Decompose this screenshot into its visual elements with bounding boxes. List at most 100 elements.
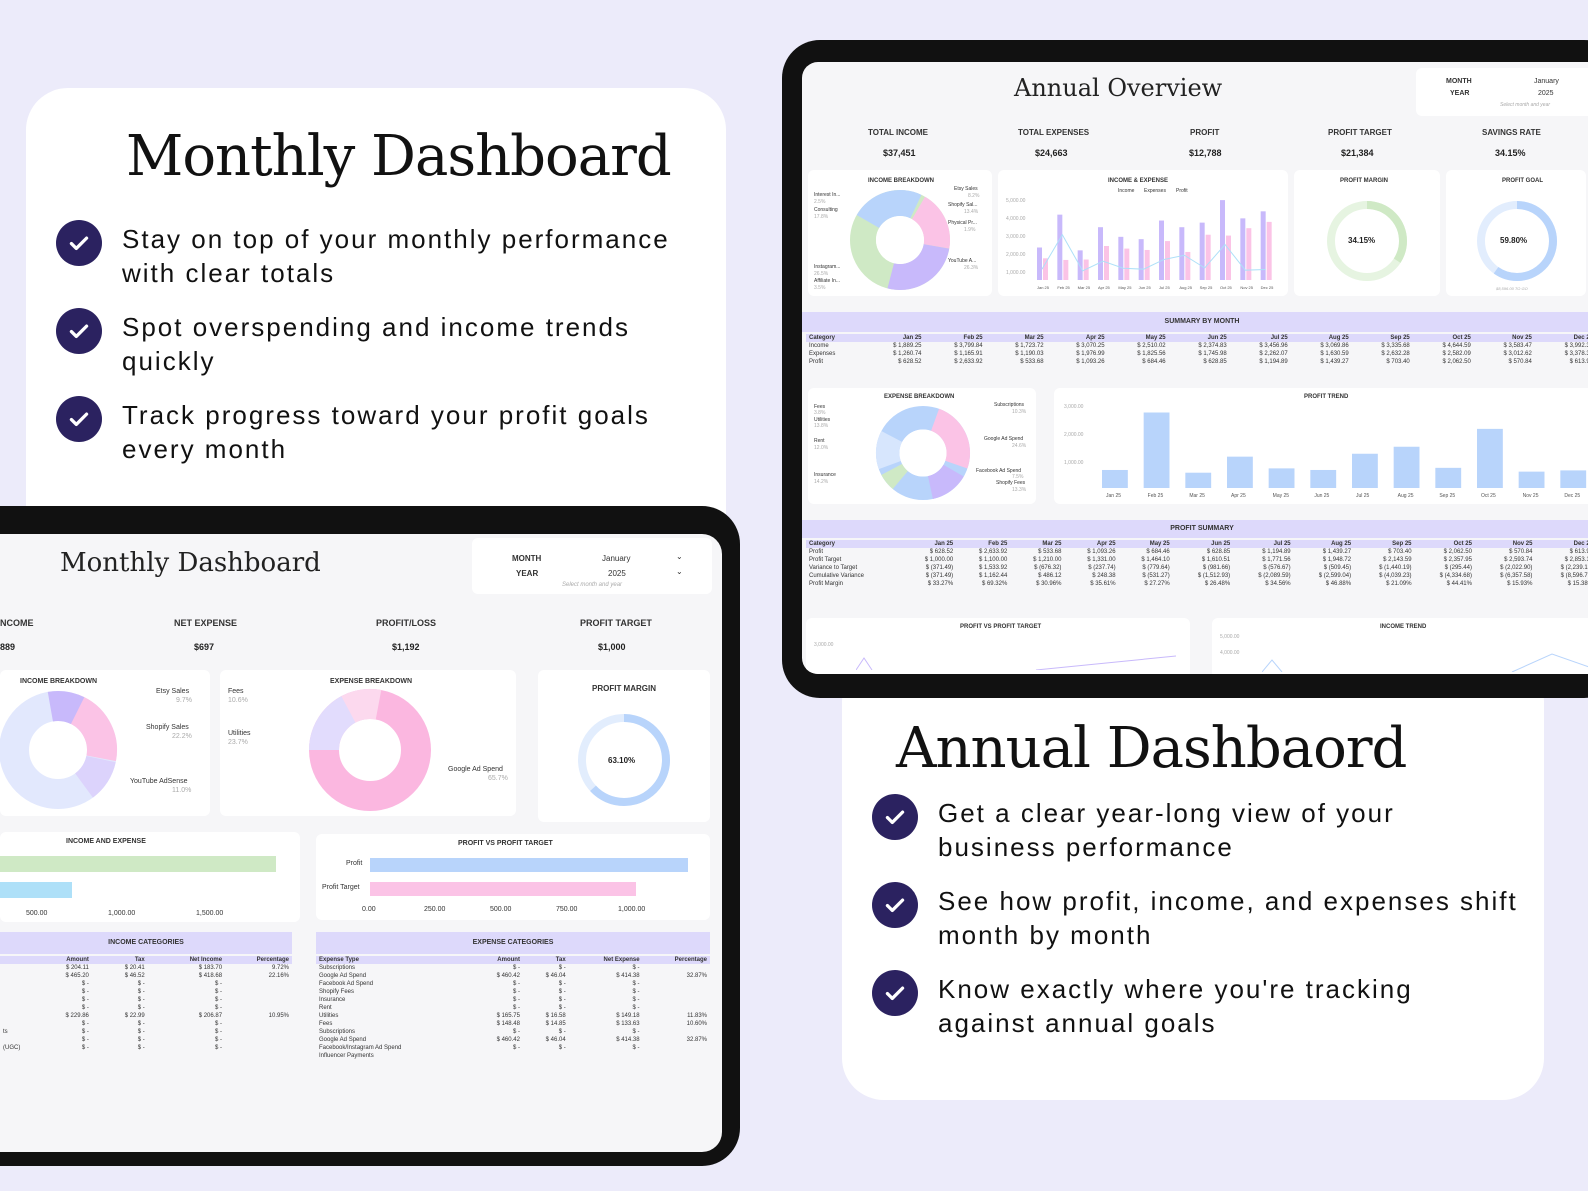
table-cell: $ - xyxy=(632,981,640,987)
x-tick: 1,000.00 xyxy=(108,910,136,917)
chevron-down-icon[interactable]: ⌄ xyxy=(676,552,683,561)
annual-feature-card: Annual Dashbaord Get a clear year-long v… xyxy=(842,660,1544,1100)
month-year-selector[interactable]: MONTH January YEAR 2025 Select month and… xyxy=(1416,68,1588,116)
table-cell: 11.83% xyxy=(687,1013,707,1019)
table-cell xyxy=(225,980,292,988)
y-tick: 3,000.00 xyxy=(1064,404,1084,410)
month-year-selector[interactable]: MONTH January ⌄ YEAR 2025 ⌄ Select month… xyxy=(472,538,712,594)
year-value[interactable]: 2025 xyxy=(1538,90,1554,97)
legend-pct: 12.0% xyxy=(814,445,829,451)
table-cell: $ - xyxy=(137,1029,145,1035)
annual-tablet: Annual Overview MONTH January YEAR 2025 … xyxy=(782,40,1588,698)
kpi-value: $1,000 xyxy=(598,642,626,652)
income-categories-table: Amount Tax Net Income Percentage $ 204.11 $ 2… xyxy=(0,956,292,1052)
table-cell xyxy=(148,1036,158,1044)
x-tick: Mar 25 xyxy=(1189,493,1205,499)
table-cell: $ 684.46 xyxy=(1146,549,1170,555)
profit-summary-table: Category Jan 25 Feb 25 Mar 25 Apr 25 May 25 Ju… xyxy=(806,540,1588,588)
x-tick: Nov 25 xyxy=(1523,493,1539,499)
table-cell: $ (2,022.90) xyxy=(1500,565,1533,571)
table-cell: $ 628.85 xyxy=(1203,359,1227,365)
annual-card-title: Annual Dashbaord xyxy=(896,716,1407,781)
feature-item: See how profit, income, and expenses shi… xyxy=(872,882,1518,952)
x-tick: Jul 25 xyxy=(1356,493,1370,499)
table-row: Fees $ 148.48 $ 14.85 $ 133.63 10.60% xyxy=(316,1020,710,1028)
income-expense-chart: Jan 25 Feb 25 Mar 25 Apr 25 May 25 Jun 25 Jul … xyxy=(1037,200,1274,290)
table-cell xyxy=(471,1052,523,1060)
legend-pct: 22.2% xyxy=(172,733,192,740)
table-cell: $ 465.20 xyxy=(65,973,89,979)
column-header: Mar 25 xyxy=(985,334,1047,342)
income-bar xyxy=(1138,239,1144,280)
x-tick: 1,000.00 xyxy=(618,906,646,913)
table-cell xyxy=(225,988,292,996)
table-cell: $ - xyxy=(137,1037,145,1043)
legend-label: Etsy Sales xyxy=(954,186,978,192)
table-cell: $ 2,374.83 xyxy=(1198,343,1227,349)
legend-pct: 3.8% xyxy=(814,410,826,416)
table-cell: Profit Target xyxy=(809,557,842,563)
legend-pct: 65.7% xyxy=(488,775,508,782)
column-header xyxy=(91,956,103,964)
legend-label: YouTube AdSense xyxy=(130,778,188,785)
column-header: Apr 25 xyxy=(1046,334,1108,342)
table-cell: $ (295.44) xyxy=(1444,565,1472,571)
x-tick: May 25 xyxy=(1273,493,1290,499)
x-tick: Sep 25 xyxy=(1439,493,1455,499)
table-cell: $ (1,440.19) xyxy=(1379,565,1412,571)
table-cell: $ - xyxy=(558,1005,566,1011)
table-cell: $ - xyxy=(512,1005,520,1011)
table-cell: $ (2,599.04) xyxy=(1318,573,1352,579)
table-cell: Profit xyxy=(809,549,824,555)
table-cell: $ 2,593.74 xyxy=(1504,557,1533,563)
legend-label: Shopify Sales xyxy=(146,724,189,731)
panel-title: PROFIT TREND xyxy=(1304,394,1349,400)
chevron-down-icon[interactable]: ⌄ xyxy=(676,567,683,576)
table-cell xyxy=(225,1028,292,1036)
table-cell: Cumulative Variance xyxy=(809,573,864,579)
profit-bar xyxy=(370,858,688,872)
feature-item: Get a clear year-long view of your busin… xyxy=(872,794,1518,864)
monthly-tablet: Monthly Dashboard MONTH January ⌄ YEAR 2… xyxy=(0,506,740,1166)
year-value[interactable]: 2025 xyxy=(608,569,626,578)
table-cell xyxy=(0,1020,41,1028)
table-cell: $ 418.68 xyxy=(198,973,223,979)
expense-bar xyxy=(1226,235,1231,280)
legend-pct: 3.5% xyxy=(814,285,826,291)
table-cell: $ - xyxy=(632,1045,640,1051)
table-cell: $ - xyxy=(215,989,223,995)
month-value[interactable]: January xyxy=(1534,78,1559,85)
table-cell: $ 3,070.25 xyxy=(1076,343,1105,349)
table-row: $ - $ - $ - xyxy=(0,996,292,1004)
feature-text: Spot overspending and income trends quic… xyxy=(122,312,630,376)
legend-label: Interest In... xyxy=(814,192,841,198)
x-tick: 250.00 xyxy=(424,906,446,913)
feature-item: Track progress toward your profit goals … xyxy=(56,396,702,466)
income-donut-chart xyxy=(0,691,117,809)
table-cell: $ (4,334.68) xyxy=(1439,573,1472,579)
table-cell: $ 15.93% xyxy=(1507,581,1533,587)
income-donut-chart xyxy=(850,190,950,290)
profit-bar xyxy=(1102,469,1128,488)
legend-label: Insurance xyxy=(814,472,836,478)
x-tick: Oct 25 xyxy=(1220,285,1233,290)
row-label: Profit xyxy=(346,860,363,867)
month-label: MONTH xyxy=(1446,78,1472,85)
table-cell: 22.16% xyxy=(268,973,289,979)
kpi-value: $37,451 xyxy=(883,148,916,158)
profit-margin-ring xyxy=(1327,201,1407,281)
kpi-label: TOTAL INCOME xyxy=(868,128,928,137)
table-cell: $ 486.12 xyxy=(1038,573,1062,579)
table-cell: $ 27.27% xyxy=(1144,581,1170,587)
check-circle-icon xyxy=(56,220,102,266)
table-cell: $ - xyxy=(137,997,145,1003)
legend-income: Income xyxy=(1118,188,1135,194)
column-header: Aug 25 xyxy=(1293,540,1355,548)
table-cell xyxy=(569,1052,643,1060)
month-value[interactable]: January xyxy=(602,554,631,563)
legend-pct: 9.7% xyxy=(176,697,192,704)
table-cell xyxy=(0,980,41,988)
table-cell: $ - xyxy=(81,1005,89,1011)
column-header: Percentage xyxy=(642,956,710,964)
table-row: Profit Margin $ 33.27% $ 69.32% $ 30.96% $ 3… xyxy=(806,580,1588,588)
